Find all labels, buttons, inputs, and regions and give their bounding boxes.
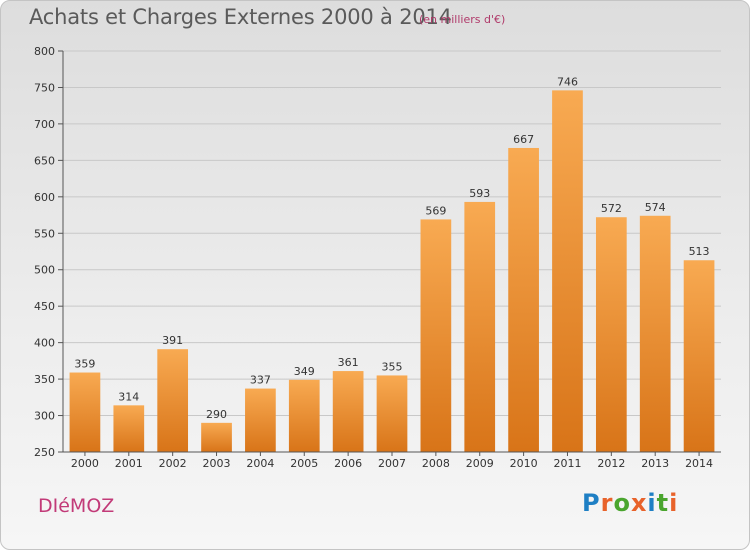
bar-2005 xyxy=(288,379,320,452)
bar-2001 xyxy=(113,405,145,452)
y-tick-label: 500 xyxy=(34,264,55,277)
value-label: 361 xyxy=(338,356,359,369)
x-tick-label: 2005 xyxy=(290,457,318,470)
bar-2002 xyxy=(157,349,189,452)
y-tick-label: 800 xyxy=(34,45,55,58)
x-tick-label: 2014 xyxy=(685,457,713,470)
town-name: DIéMOZ xyxy=(38,495,115,517)
value-label: 513 xyxy=(689,245,710,258)
logo-letter: r xyxy=(600,489,614,517)
logo-letter: P xyxy=(582,489,601,517)
value-label: 359 xyxy=(74,358,95,371)
value-label: 349 xyxy=(294,365,315,378)
bar-2013 xyxy=(639,215,671,452)
logo-letter: t xyxy=(656,489,670,517)
y-tick-label: 250 xyxy=(34,446,55,459)
value-label: 290 xyxy=(206,408,227,421)
x-tick-label: 2011 xyxy=(553,457,581,470)
value-label: 746 xyxy=(557,75,578,88)
x-tick-label: 2003 xyxy=(203,457,231,470)
y-tick-label: 600 xyxy=(34,191,55,204)
value-label: 572 xyxy=(601,202,622,215)
bar-2010 xyxy=(508,147,539,452)
value-label: 355 xyxy=(382,360,403,373)
bar-2003 xyxy=(201,422,232,452)
logo-letter: o xyxy=(613,489,631,517)
x-tick-label: 2004 xyxy=(246,457,274,470)
y-tick-label: 700 xyxy=(34,118,55,131)
y-tick-label: 450 xyxy=(34,300,55,313)
bar-2000 xyxy=(69,372,101,452)
y-tick-label: 750 xyxy=(34,81,55,94)
y-tick-label: 650 xyxy=(34,154,55,167)
y-tick-label: 350 xyxy=(34,373,55,386)
bar-2009 xyxy=(464,201,496,452)
logo-letter: i xyxy=(669,489,679,517)
bar-2011 xyxy=(552,90,583,452)
chart-subtitle: (en milliers d'€) xyxy=(419,13,506,26)
x-tick-label: 2006 xyxy=(334,457,362,470)
y-tick-label: 300 xyxy=(34,410,55,423)
bar-2004 xyxy=(245,388,276,452)
bar-2006 xyxy=(332,371,364,452)
y-tick-label: 550 xyxy=(34,227,55,240)
x-tick-label: 2008 xyxy=(422,457,450,470)
x-tick-label: 2007 xyxy=(378,457,406,470)
bar-2007 xyxy=(376,375,408,452)
bar-2008 xyxy=(420,219,452,452)
value-label: 337 xyxy=(250,374,271,387)
x-tick-label: 2009 xyxy=(466,457,494,470)
bar-2014 xyxy=(683,260,715,452)
value-label: 574 xyxy=(645,201,666,214)
value-label: 569 xyxy=(425,204,446,217)
x-tick-label: 2000 xyxy=(71,457,99,470)
x-tick-label: 2012 xyxy=(597,457,625,470)
logo-letter: i xyxy=(647,489,657,517)
proxiti-logo: Proxiti xyxy=(582,489,678,517)
logo-letter: x xyxy=(630,489,648,517)
chart-title: Achats et Charges Externes 2000 à 2014 xyxy=(29,5,452,29)
x-tick-label: 2001 xyxy=(115,457,143,470)
value-label: 667 xyxy=(513,133,534,146)
x-tick-label: 2010 xyxy=(510,457,538,470)
y-tick-label: 400 xyxy=(34,337,55,350)
value-label: 391 xyxy=(162,334,183,347)
value-label: 314 xyxy=(118,390,139,403)
bar-2012 xyxy=(595,217,627,452)
x-tick-label: 2013 xyxy=(641,457,669,470)
x-tick-label: 2002 xyxy=(159,457,187,470)
value-label: 593 xyxy=(469,187,490,200)
